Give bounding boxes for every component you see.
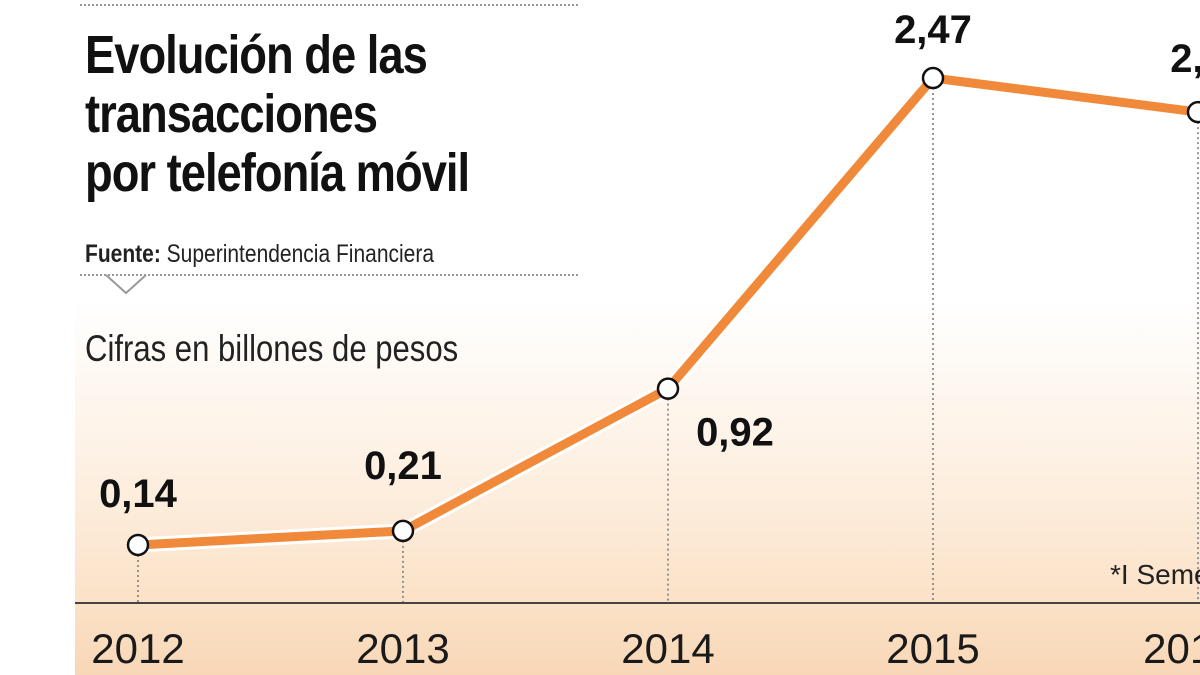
x-tick-label-2012: 2012 [91, 625, 184, 672]
data-point-2015 [921, 66, 945, 90]
title-line-2: transacciones [85, 84, 378, 144]
source-dotted-rule [80, 274, 578, 276]
source-label: Fuente: [85, 240, 161, 268]
title-line-3: por telefonía móvil [85, 143, 470, 203]
x-tick-label-2016*: 2016* [1143, 625, 1200, 672]
x-tick-label-2015: 2015 [886, 625, 979, 672]
data-point-2013 [391, 519, 415, 543]
data-point-2012 [126, 533, 150, 557]
x-tick-label-2014: 2014 [621, 625, 714, 672]
top-dotted-rule [80, 4, 578, 6]
units-note: Cifras en billones de pesos [85, 328, 459, 369]
caret-down-icon [105, 274, 147, 295]
title-line-1: Evolución de las [85, 25, 428, 85]
data-point-2016* [1186, 100, 1200, 124]
value-label-2014: 0,92 [696, 411, 774, 455]
footnote: *I Semestre [1110, 559, 1200, 590]
data-point-2014 [656, 377, 680, 400]
value-label-2013: 0,21 [364, 444, 442, 488]
source-line: Fuente: Superintendencia Financiera [85, 240, 434, 269]
source-name: Superintendencia Financiera [166, 240, 435, 268]
value-label-2015: 2,47 [894, 8, 972, 52]
value-label-2016*: 2,3 [1170, 37, 1200, 81]
value-label-2012: 0,14 [99, 472, 178, 516]
line-chart: 0,14 0,21 0,92 2,47 2,3 2012 2013 2014 2015 2016*… [75, 8, 1200, 672]
chart-title: Evolución de las transacciones por telef… [85, 25, 470, 203]
chart-panel: Evolución de las transacciones por telef… [75, 0, 1200, 675]
x-tick-label-2013: 2013 [356, 625, 449, 672]
